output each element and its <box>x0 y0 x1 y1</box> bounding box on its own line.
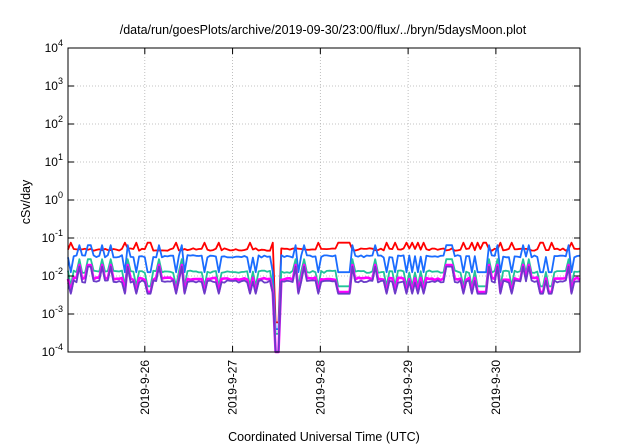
grid-lines <box>68 48 580 352</box>
y-tick-label: 10-2 <box>42 266 63 283</box>
series-line <box>67 244 581 330</box>
x-tick-label: 2019-9-29 <box>401 360 415 415</box>
y-tick-label: 10-4 <box>42 342 63 359</box>
series-line <box>66 263 581 354</box>
chart-title: /data/run/goesPlots/archive/2019-09-30/2… <box>120 23 527 37</box>
series-line <box>67 258 581 335</box>
y-tick-label: 101 <box>45 152 63 169</box>
x-tick-label: 2019-9-26 <box>138 360 152 415</box>
y-axis-label: cSv/day <box>19 179 33 224</box>
y-tick-label: 102 <box>45 114 63 131</box>
data-series <box>66 241 581 354</box>
series-line <box>67 265 581 353</box>
y-tick-label: 100 <box>45 190 63 207</box>
x-tick-label: 2019-9-28 <box>313 360 327 415</box>
y-tick-label: 10-3 <box>42 304 63 321</box>
x-axis: 2019-9-26 2019-9-27 2019-9-28 2019-9-29 2019… <box>138 48 503 415</box>
y-tick-label: 104 <box>45 38 63 55</box>
series-line <box>67 241 581 324</box>
x-tick-label: 2019-9-27 <box>226 360 240 415</box>
x-axis-label: Coordinated Universal Time (UTC) <box>228 430 420 444</box>
y-tick-label: 10-1 <box>42 228 63 245</box>
y-tick-label: 103 <box>45 76 63 93</box>
x-tick-label: 2019-9-30 <box>489 360 503 415</box>
y-axis: 10-4 10-3 10-2 10-1 100 101 102 103 104 <box>42 38 580 359</box>
